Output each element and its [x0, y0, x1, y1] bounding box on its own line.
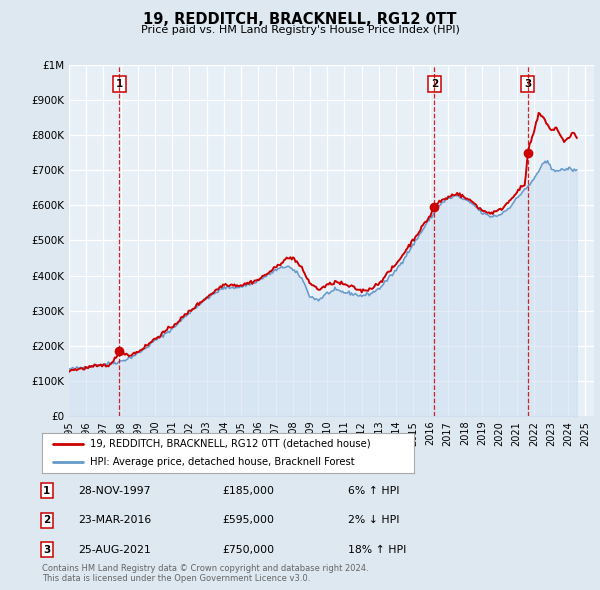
Text: £185,000: £185,000 — [222, 486, 274, 496]
Text: 3: 3 — [524, 79, 532, 89]
Text: 2: 2 — [431, 79, 438, 89]
Text: 18% ↑ HPI: 18% ↑ HPI — [348, 545, 406, 555]
Text: HPI: Average price, detached house, Bracknell Forest: HPI: Average price, detached house, Brac… — [91, 457, 355, 467]
Text: 25-AUG-2021: 25-AUG-2021 — [78, 545, 151, 555]
Text: £750,000: £750,000 — [222, 545, 274, 555]
Text: £595,000: £595,000 — [222, 516, 274, 525]
Text: Price paid vs. HM Land Registry's House Price Index (HPI): Price paid vs. HM Land Registry's House … — [140, 25, 460, 35]
Text: Contains HM Land Registry data © Crown copyright and database right 2024.: Contains HM Land Registry data © Crown c… — [42, 565, 368, 573]
Text: This data is licensed under the Open Government Licence v3.0.: This data is licensed under the Open Gov… — [42, 574, 310, 583]
Text: 2: 2 — [43, 516, 50, 525]
Text: 28-NOV-1997: 28-NOV-1997 — [78, 486, 151, 496]
Text: 3: 3 — [43, 545, 50, 555]
Text: 2% ↓ HPI: 2% ↓ HPI — [348, 516, 400, 525]
Text: 6% ↑ HPI: 6% ↑ HPI — [348, 486, 400, 496]
Text: 1: 1 — [115, 79, 123, 89]
Text: 19, REDDITCH, BRACKNELL, RG12 0TT: 19, REDDITCH, BRACKNELL, RG12 0TT — [143, 12, 457, 27]
Text: 23-MAR-2016: 23-MAR-2016 — [78, 516, 151, 525]
Text: 1: 1 — [43, 486, 50, 496]
Text: 19, REDDITCH, BRACKNELL, RG12 0TT (detached house): 19, REDDITCH, BRACKNELL, RG12 0TT (detac… — [91, 439, 371, 449]
